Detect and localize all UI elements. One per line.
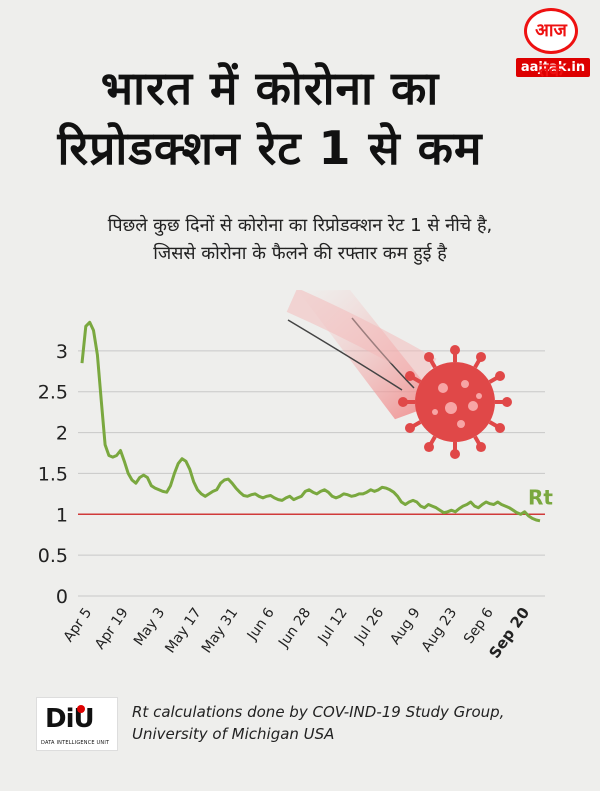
rt-series-line bbox=[80, 320, 541, 523]
y-tick-label-3: 1.5 bbox=[38, 463, 68, 485]
page-title: भारत में कोरोना का रिप्रोडक्शन रेट 1 से … bbox=[0, 58, 540, 178]
y-tick-label-2: 1 bbox=[56, 504, 68, 526]
virus-spot-3 bbox=[445, 402, 457, 414]
y-tick-label-6: 3 bbox=[56, 341, 68, 363]
virus-spot-0 bbox=[438, 383, 448, 393]
virus-spot-1 bbox=[461, 380, 469, 388]
diu-logo: DiU DATA INTELLIGENCE UNIT bbox=[36, 697, 118, 751]
virus-spike-tip-1 bbox=[495, 423, 506, 433]
title-line-1: भारत में कोरोना का bbox=[100, 61, 440, 115]
virus-spot-2 bbox=[468, 401, 478, 411]
x-tick-label-10: Aug 23 bbox=[419, 605, 461, 655]
source-credit: Rt calculations done by COV-IND-19 Study… bbox=[132, 701, 504, 745]
x-tick-label-6: Jun 28 bbox=[275, 605, 314, 651]
virus-spike-tip-6 bbox=[398, 397, 408, 407]
virus-spot-5 bbox=[457, 420, 465, 428]
y-tick-label-4: 2 bbox=[56, 423, 68, 445]
page-subtitle: पिछले कुछ दिनों से कोरोना का रिप्रोडक्शन… bbox=[20, 212, 580, 268]
x-tick-label-4: May 31 bbox=[199, 605, 241, 656]
virus-spike-tip-5 bbox=[404, 423, 415, 433]
subtitle-line-2: जिससे कोरोना के फैलने की रफ्तार कम हुई ह… bbox=[153, 243, 447, 264]
x-tick-label-11: Sep 6 bbox=[461, 605, 497, 647]
diu-logo-mark: DiU bbox=[45, 704, 95, 734]
x-tick-label-3: May 17 bbox=[162, 605, 204, 656]
virus-spike-tip-9 bbox=[450, 345, 460, 355]
diu-logo-subtitle: DATA INTELLIGENCE UNIT bbox=[41, 740, 110, 746]
x-tick-label-7: Jul 12 bbox=[315, 605, 351, 647]
x-tick-label-0: Apr 5 bbox=[61, 605, 96, 645]
y-tick-label-0: 0 bbox=[56, 586, 68, 608]
series-label-rt: Rt bbox=[528, 485, 553, 509]
virus-spot-4 bbox=[432, 409, 438, 415]
subtitle-line-1: पिछले कुछ दिनों से कोरोना का रिप्रोडक्शन… bbox=[107, 215, 493, 236]
diu-logo-dot bbox=[77, 705, 85, 713]
virus-streak-1 bbox=[287, 319, 403, 391]
x-tick-label-2: May 3 bbox=[131, 605, 168, 649]
title-line-2: रिप्रोडक्शन रेट 1 से कम bbox=[57, 121, 483, 175]
credit-line-1: Rt calculations done by COV-IND-19 Study… bbox=[132, 703, 505, 721]
x-tick-label-9: Aug 9 bbox=[387, 605, 423, 648]
virus-spike-tip-4 bbox=[424, 442, 434, 453]
footer: DiU DATA INTELLIGENCE UNIT Rt calculatio… bbox=[36, 697, 576, 757]
virus-spike-tip-10 bbox=[476, 351, 486, 362]
y-tick-label-1: 0.5 bbox=[38, 545, 68, 567]
series-layer: Rt bbox=[80, 320, 553, 523]
x-tick-label-5: Jun 6 bbox=[244, 605, 278, 644]
virus-spike-tip-8 bbox=[424, 351, 434, 362]
aajtak-logo-url: aajtak.in bbox=[516, 58, 590, 77]
virus-spot-6 bbox=[476, 393, 482, 399]
virus-illustration bbox=[286, 290, 512, 459]
credit-line-2: University of Michigan USA bbox=[132, 725, 335, 743]
aajtak-logo: आज तक aajtak.in bbox=[516, 8, 590, 86]
virus-spike-tip-3 bbox=[450, 449, 460, 459]
y-tick-labels: 0 0.5 1 1.5 2 2.5 3 bbox=[38, 341, 68, 608]
virus-body bbox=[415, 362, 495, 442]
x-tick-label-1: Apr 19 bbox=[92, 605, 132, 652]
virus-spike-tip-7 bbox=[404, 371, 415, 381]
virus-spike-tip-0 bbox=[502, 397, 512, 407]
virus-spike-tip-2 bbox=[476, 442, 486, 453]
virus-glow bbox=[286, 290, 437, 382]
y-tick-label-5: 2.5 bbox=[38, 382, 68, 404]
virus-spike-tip-11 bbox=[495, 371, 506, 381]
x-tick-label-8: Jul 26 bbox=[351, 605, 387, 647]
aajtak-logo-mark: आज तक bbox=[524, 8, 578, 81]
